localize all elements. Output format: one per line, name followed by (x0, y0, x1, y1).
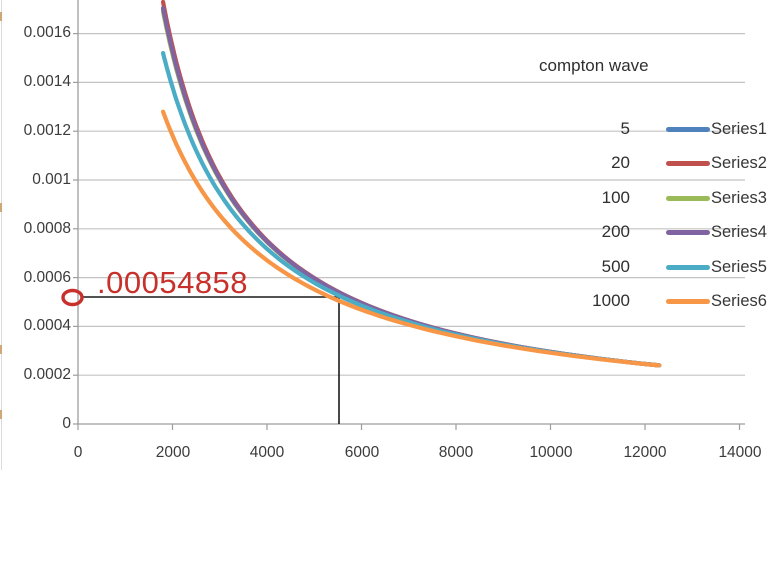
legend-value: 1000 (592, 291, 630, 310)
legend-value: 100 (601, 188, 630, 207)
legend-value: 200 (601, 222, 630, 241)
y-tick-label: 0.0002 (23, 366, 71, 383)
legend-value: 5 (620, 119, 630, 138)
screen-edge-artifact (0, 410, 2, 419)
legend-value: 20 (611, 153, 630, 172)
legend-label: Series3 (711, 189, 767, 207)
legend-item-series4[interactable]: 200 Series4 (540, 221, 777, 245)
annotation-value-text[interactable]: .00054858 (97, 265, 249, 300)
y-tick-label: 0.0006 (23, 269, 71, 286)
y-tick-label: 0.0008 (23, 220, 71, 237)
x-tick-label: 4000 (249, 444, 285, 461)
legend-value: 500 (601, 257, 630, 276)
legend-label: Series2 (711, 154, 767, 172)
screen-edge-artifact (0, 345, 2, 354)
legend-title: compton wave (539, 56, 649, 75)
screen-edge-artifact (0, 12, 2, 21)
y-tick-label: 0.0004 (23, 317, 71, 334)
x-tick-label: 14000 (718, 444, 762, 461)
legend-item-series2[interactable]: 20 Series2 (540, 152, 777, 176)
y-tick-label: 0.001 (32, 171, 71, 188)
x-tick-label: 12000 (623, 444, 667, 461)
screen-edge-line (1, 0, 2, 470)
series6-swatch-icon (666, 299, 710, 304)
x-tick-label: 0 (73, 444, 83, 461)
series6-curve[interactable] (161, 109, 662, 368)
legend-item-series3[interactable]: 100 Series3 (540, 187, 777, 211)
legend-label: Series6 (711, 292, 767, 310)
y-tick-label: 0.0014 (23, 73, 71, 90)
x-tick-label: 8000 (438, 444, 474, 461)
x-tick-label: 6000 (344, 444, 380, 461)
x-tick-label: 2000 (155, 444, 191, 461)
series5-swatch-icon (666, 265, 710, 270)
series3-swatch-icon (666, 196, 710, 201)
screen-edge-artifact (0, 203, 2, 212)
y-tick-label: 0 (62, 415, 71, 432)
series4-swatch-icon (666, 230, 710, 235)
legend-label: Series5 (711, 258, 767, 276)
annotation-circle-icon[interactable] (61, 288, 84, 307)
legend-item-series6[interactable]: 1000 Series6 (540, 290, 777, 314)
legend-item-series5[interactable]: 500 Series5 (540, 256, 777, 280)
y-tick-label: 0.0016 (23, 24, 71, 41)
legend-label: Series4 (711, 223, 767, 241)
y-tick-label: 0.0012 (23, 122, 71, 139)
legend-item-series1[interactable]: 5 Series1 (540, 118, 777, 142)
x-tick-label: 10000 (529, 444, 573, 461)
series2-swatch-icon (666, 161, 710, 166)
legend-label: Series1 (711, 120, 767, 138)
series1-swatch-icon (666, 127, 710, 132)
